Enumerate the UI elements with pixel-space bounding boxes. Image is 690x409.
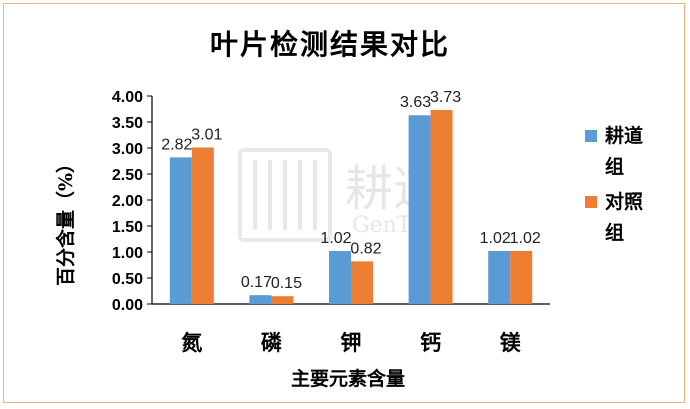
data-label: 0.82 xyxy=(350,240,381,257)
bar-control-0 xyxy=(191,147,214,304)
bar-gengdao-0 xyxy=(169,157,192,304)
x-category-label: 镁 xyxy=(500,330,522,355)
bar-control-2 xyxy=(351,261,373,304)
bar-control-1 xyxy=(271,296,294,304)
y-tick-label: 0.00 xyxy=(112,297,143,314)
y-tick-label: 4.00 xyxy=(112,89,143,106)
data-label: 2.82 xyxy=(161,136,192,153)
legend-swatch-control xyxy=(585,196,597,208)
legend-swatch-gengdao xyxy=(585,130,597,142)
bar-gengdao-2 xyxy=(329,250,351,304)
x-category-label: 钾 xyxy=(341,330,362,355)
y-tick-label: 2.50 xyxy=(112,167,143,184)
data-label: 3.73 xyxy=(430,89,461,106)
y-tick-label: 3.00 xyxy=(112,141,143,158)
x-category-label: 氮 xyxy=(181,330,202,355)
bar-gengdao-4 xyxy=(488,250,511,304)
y-tick-label: 0.50 xyxy=(112,271,143,288)
bar-gengdao-1 xyxy=(249,295,272,304)
y-tick-label: 1.00 xyxy=(112,245,143,262)
data-label: 0.17 xyxy=(241,274,272,291)
data-label: 1.02 xyxy=(320,230,351,247)
legend-label-gengdao: 耕道组 xyxy=(605,124,643,178)
plot-area: 0.00 0.50 1.00 1.50 2.00 2.50 3.00 3.50 4.00 2.82… xyxy=(112,89,550,355)
bar-control-3 xyxy=(430,110,453,304)
y-tick-label: 3.50 xyxy=(112,115,143,132)
chart-frame xyxy=(3,3,685,403)
x-category-label: 磷 xyxy=(261,330,282,355)
y-tick-label: 1.50 xyxy=(112,219,143,236)
data-label: 1.02 xyxy=(480,230,511,247)
x-category-label: 钙 xyxy=(420,330,441,355)
data-label: 3.01 xyxy=(191,126,222,143)
data-label: 0.15 xyxy=(271,275,302,292)
y-axis-title: 百分含量（%） xyxy=(54,154,77,286)
bar-gengdao-3 xyxy=(408,115,431,305)
chart-title: 叶片检测结果对比 xyxy=(210,28,450,61)
y-tick-label: 2.00 xyxy=(112,193,143,210)
data-label: 1.02 xyxy=(510,230,541,247)
watermark-logo-icon xyxy=(238,148,332,242)
legend-label-control: 对照组 xyxy=(605,190,643,244)
data-label: 3.63 xyxy=(400,94,431,111)
bar-control-4 xyxy=(510,250,533,304)
x-axis-title: 主要元素含量 xyxy=(291,367,405,390)
